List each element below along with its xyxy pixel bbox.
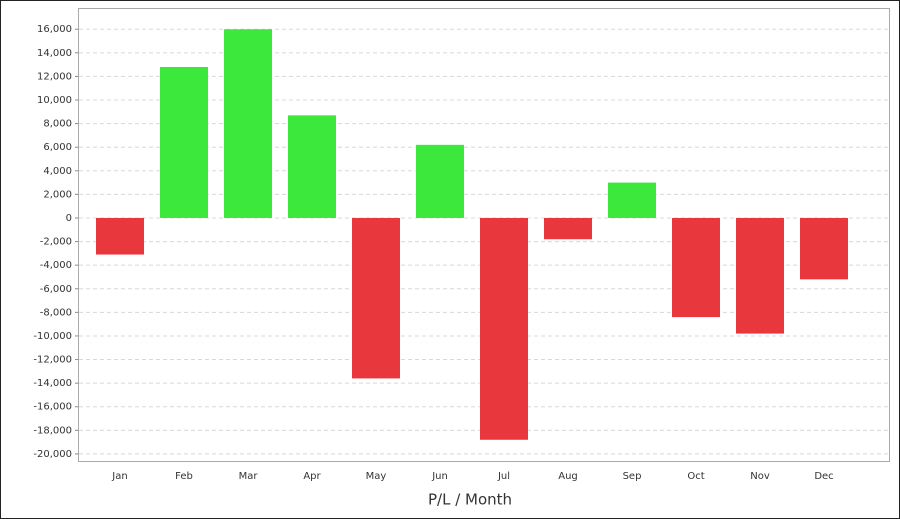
bar [736,217,784,334]
x-axis-label: P/L / Month [428,491,512,509]
y-tick-label: -16,000 [33,402,72,413]
bar [352,217,400,379]
y-tick-label: 8,000 [43,119,72,130]
x-tick-label: Jan [111,471,127,482]
x-tick-label: Aug [558,471,578,482]
y-tick-label: 4,000 [43,166,72,177]
x-tick-label: Sep [623,471,642,482]
y-tick-label: -2,000 [40,237,72,248]
y-tick-label: 14,000 [37,48,72,59]
x-tick-label: Nov [750,471,770,482]
y-tick-label: 16,000 [37,24,72,35]
bar [224,29,272,218]
y-tick-label: 6,000 [43,142,72,153]
x-tick-label: Jul [497,471,510,482]
x-tick-label: Dec [814,471,833,482]
bar [96,217,144,255]
bar [800,217,848,280]
y-tick-label: -20,000 [33,449,72,460]
bar [480,217,528,440]
y-tick-label: -18,000 [33,425,72,436]
y-tick-label: 10,000 [37,95,72,106]
y-tick-label: 0 [66,213,72,224]
bar [672,217,720,318]
y-tick-label: -10,000 [33,331,72,342]
y-tick-label: 2,000 [43,189,72,200]
y-tick-label: -8,000 [40,307,72,318]
x-tick-label: Jun [431,471,448,482]
bar [544,217,592,240]
bar [608,182,656,218]
bar [288,115,336,218]
x-tick-label: May [366,471,387,482]
x-tick-label: Feb [175,471,193,482]
y-tick-label: -4,000 [40,260,72,271]
x-tick-label: Mar [239,471,259,482]
y-tick-label: -12,000 [33,355,72,366]
y-tick-label: -14,000 [33,378,72,389]
x-tick-label: Apr [303,471,321,482]
bar [160,66,208,218]
x-tick-label: Oct [687,471,704,482]
y-tick-label: 12,000 [37,71,72,82]
bar [416,144,464,218]
y-tick-label: -6,000 [40,284,72,295]
